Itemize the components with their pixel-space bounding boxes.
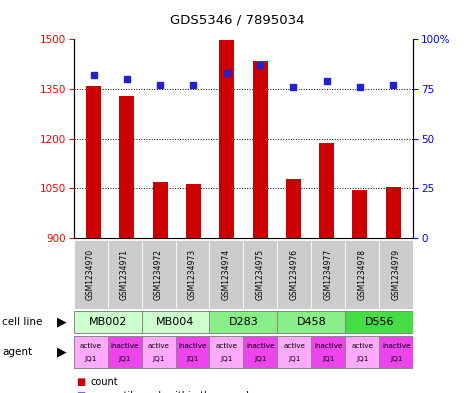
Bar xyxy=(243,336,277,368)
Text: active: active xyxy=(216,343,238,349)
Bar xyxy=(74,336,107,368)
Text: JQ1: JQ1 xyxy=(356,356,369,362)
Text: active: active xyxy=(148,343,170,349)
Text: GSM1234970: GSM1234970 xyxy=(86,248,95,300)
Text: JQ1: JQ1 xyxy=(220,356,233,362)
Bar xyxy=(379,336,413,368)
Bar xyxy=(277,310,345,333)
Bar xyxy=(107,240,142,309)
Bar xyxy=(352,191,368,238)
Point xyxy=(190,82,197,88)
Point xyxy=(123,76,131,82)
Bar xyxy=(386,187,401,238)
Point xyxy=(223,70,230,76)
Text: GSM1234971: GSM1234971 xyxy=(120,249,129,299)
Text: GSM1234974: GSM1234974 xyxy=(222,248,231,300)
Text: D556: D556 xyxy=(364,317,394,327)
Bar xyxy=(176,336,209,368)
Bar xyxy=(74,310,142,333)
Point xyxy=(390,82,397,88)
Bar xyxy=(176,240,209,309)
Text: GSM1234977: GSM1234977 xyxy=(324,248,333,300)
Bar xyxy=(319,143,334,238)
Bar xyxy=(209,240,243,309)
Text: JQ1: JQ1 xyxy=(186,356,199,362)
Bar xyxy=(345,336,379,368)
Bar xyxy=(311,336,345,368)
Point xyxy=(356,84,364,90)
Text: GSM1234978: GSM1234978 xyxy=(358,249,367,299)
Text: JQ1: JQ1 xyxy=(118,356,131,362)
Point xyxy=(156,82,164,88)
Bar xyxy=(345,240,379,309)
Bar xyxy=(186,184,201,238)
Text: inactive: inactive xyxy=(110,343,139,349)
Text: ■: ■ xyxy=(76,377,85,387)
Bar xyxy=(379,240,413,309)
Text: GSM1234976: GSM1234976 xyxy=(290,248,299,300)
Text: JQ1: JQ1 xyxy=(152,356,165,362)
Text: JQ1: JQ1 xyxy=(322,356,334,362)
Bar xyxy=(142,336,176,368)
Text: GSM1234979: GSM1234979 xyxy=(392,248,401,300)
Text: cell line: cell line xyxy=(2,317,43,327)
Bar xyxy=(345,310,413,333)
Text: MB004: MB004 xyxy=(156,317,195,327)
Text: inactive: inactive xyxy=(314,343,342,349)
Text: JQ1: JQ1 xyxy=(390,356,402,362)
Text: JQ1: JQ1 xyxy=(85,356,97,362)
Text: GDS5346 / 7895034: GDS5346 / 7895034 xyxy=(170,14,305,27)
Text: D458: D458 xyxy=(296,317,326,327)
Text: active: active xyxy=(284,343,305,349)
Bar xyxy=(142,310,209,333)
Text: ▶: ▶ xyxy=(57,345,67,358)
Bar xyxy=(142,240,176,309)
Bar xyxy=(219,40,234,238)
Bar xyxy=(243,240,277,309)
Text: percentile rank within the sample: percentile rank within the sample xyxy=(90,391,255,393)
Bar xyxy=(277,336,311,368)
Text: count: count xyxy=(90,377,118,387)
Bar xyxy=(119,95,134,238)
Text: inactive: inactive xyxy=(178,343,207,349)
Bar xyxy=(311,240,345,309)
Point xyxy=(90,72,97,78)
Text: MB002: MB002 xyxy=(88,317,127,327)
Text: ▶: ▶ xyxy=(57,315,67,329)
Point xyxy=(290,84,297,90)
Bar xyxy=(209,310,277,333)
Point xyxy=(323,78,331,84)
Bar xyxy=(253,61,267,238)
Text: inactive: inactive xyxy=(246,343,275,349)
Text: inactive: inactive xyxy=(382,343,410,349)
Text: active: active xyxy=(352,343,373,349)
Text: agent: agent xyxy=(2,347,32,357)
Text: JQ1: JQ1 xyxy=(254,356,266,362)
Text: GSM1234972: GSM1234972 xyxy=(154,249,163,299)
Text: JQ1: JQ1 xyxy=(288,356,301,362)
Text: active: active xyxy=(80,343,102,349)
Bar xyxy=(209,336,243,368)
Bar xyxy=(277,240,311,309)
Text: GSM1234975: GSM1234975 xyxy=(256,248,265,300)
Point xyxy=(256,62,264,68)
Bar xyxy=(152,182,168,238)
Bar xyxy=(107,336,142,368)
Bar xyxy=(86,86,101,238)
Text: GSM1234973: GSM1234973 xyxy=(188,248,197,300)
Text: ■: ■ xyxy=(76,391,85,393)
Bar xyxy=(74,240,107,309)
Bar xyxy=(286,179,301,238)
Text: D283: D283 xyxy=(228,317,258,327)
